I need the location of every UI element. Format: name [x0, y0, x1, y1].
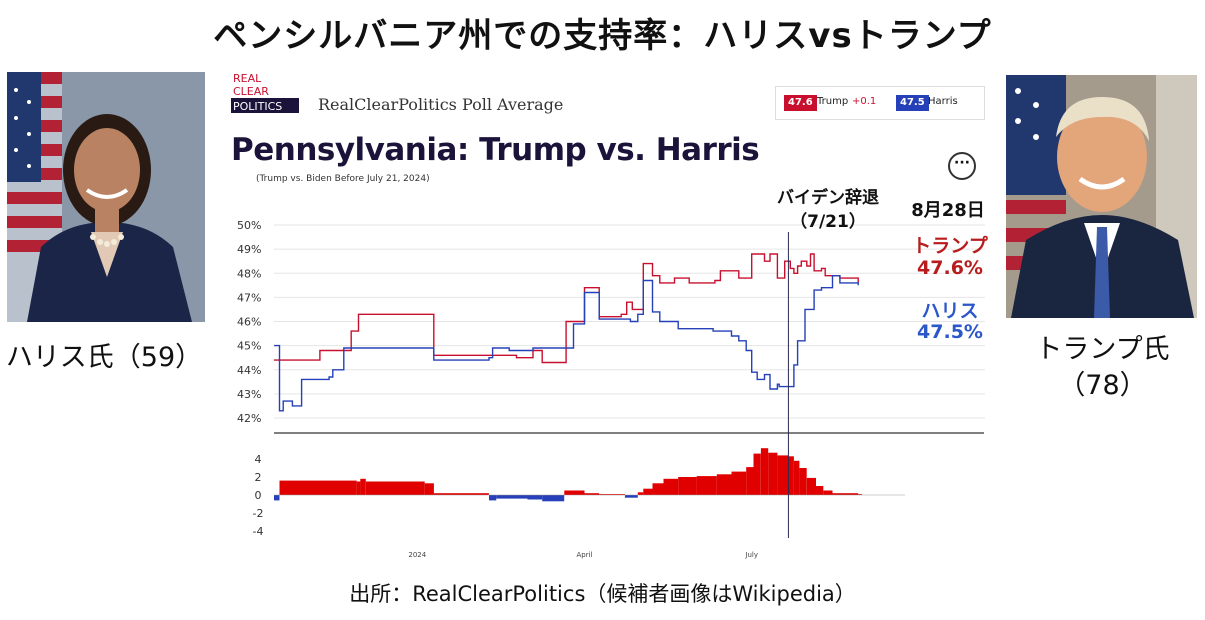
chart-lines	[274, 253, 859, 412]
spread-bar	[806, 477, 816, 495]
spread-bar	[753, 453, 761, 495]
spread-bar	[793, 460, 800, 495]
source-note: 出所：RealClearPolitics（候補者画像はWikipedia）	[349, 582, 856, 606]
spread-bar	[274, 495, 280, 501]
annotation-biden-text: バイデン辞退	[777, 188, 879, 208]
spread-bar	[624, 495, 638, 498]
spread-tick-2: 2	[255, 471, 262, 484]
spread-bar	[542, 495, 565, 502]
legend-trump-change: +0.1	[852, 96, 877, 107]
spread-bar	[643, 488, 653, 495]
annotation-biden-date: （7/21）	[790, 212, 866, 232]
y-tick-45: 45%	[237, 340, 261, 353]
spread-bar	[599, 494, 625, 495]
rcp-logo-text-1: REAL	[233, 72, 262, 85]
spread-bar	[637, 492, 644, 495]
spread-bar	[760, 448, 769, 495]
spread-bar	[746, 467, 754, 495]
spread-bar	[678, 477, 697, 495]
spread-bar	[356, 481, 361, 495]
y-tick-47: 47%	[237, 291, 261, 304]
x-tick-2024: 2024	[408, 551, 426, 559]
x-axis-ticks: 2024 April July	[408, 551, 758, 559]
annotation-biden-withdrawal: バイデン辞退 （7/21）	[758, 186, 898, 234]
rcp-header: RealClearPolitics Poll Average	[318, 95, 564, 114]
chart-subtitle: (Trump vs. Biden Before July 21, 2024)	[256, 174, 430, 184]
spread-bar	[777, 455, 789, 495]
trump-photo	[1006, 75, 1197, 318]
x-tick-april: April	[576, 551, 592, 559]
spread-bar	[816, 486, 824, 495]
harris-photo	[7, 72, 205, 322]
x-tick-july: July	[744, 551, 758, 559]
spread-bar	[858, 494, 862, 495]
annotation-harris-value: 47.5%	[917, 321, 983, 343]
spread-bar	[832, 493, 859, 495]
rcp-logo-text-3: POLITICS	[233, 100, 282, 113]
spread-bar	[365, 481, 425, 495]
trump-caption-age: （78）	[1058, 370, 1147, 401]
trump-caption-name: トランプ氏	[1035, 334, 1170, 365]
spread-tick-4: 4	[255, 453, 262, 466]
chart-legend: 47.6 Trump +0.1 47.5 Harris	[775, 86, 985, 120]
rcp-logo: REAL CLEAR POLITICS	[231, 71, 299, 114]
spread-bar	[652, 483, 664, 495]
spread-bar	[799, 468, 807, 495]
y-axis-ticks: 50% 49% 48% 47% 46% 45% 44% 43% 42%	[237, 219, 261, 425]
legend-trump-value: 47.6	[784, 95, 817, 111]
spread-bar	[360, 478, 366, 495]
y-tick-46: 46%	[237, 316, 261, 329]
spread-bar	[788, 456, 794, 495]
y-tick-43: 43%	[237, 388, 261, 401]
spread-bar	[716, 474, 732, 495]
y-tick-49: 49%	[237, 243, 261, 256]
y-tick-48: 48%	[237, 267, 261, 280]
spread-tick-0: 0	[255, 489, 262, 502]
annotation-trump-value: 47.6%	[917, 257, 983, 279]
y-tick-44: 44%	[237, 364, 261, 377]
spread-bar	[489, 495, 497, 501]
annotation-date: 8月28日	[911, 200, 985, 221]
chart-grid	[274, 224, 985, 434]
spread-bar	[731, 471, 747, 495]
y-tick-42: 42%	[237, 412, 261, 425]
series-line-harris	[274, 275, 859, 412]
legend-trump-label: Trump	[817, 96, 849, 107]
spread-bar	[564, 490, 585, 495]
spread-bar	[663, 478, 679, 495]
spread-bar	[527, 495, 543, 500]
legend-harris-value: 47.5	[896, 95, 929, 111]
harris-caption: ハリス氏（59）	[5, 342, 203, 373]
spread-bar	[496, 495, 528, 499]
spread-bar	[823, 490, 833, 495]
spread-bar	[424, 483, 434, 495]
more-options-button[interactable]: ···	[948, 152, 976, 180]
spread-bar	[433, 493, 489, 495]
spread-tick--4: -4	[253, 525, 264, 538]
rcp-logo-text-2: CLEAR	[233, 85, 269, 98]
spread-tick--2: -2	[253, 507, 264, 520]
chart-title: Pennsylvania: Trump vs. Harris	[231, 132, 760, 168]
legend-harris-label: Harris	[928, 96, 958, 107]
y-tick-50: 50%	[237, 219, 261, 232]
spread-bar	[279, 480, 357, 495]
spread-bar	[584, 493, 600, 495]
spread-bars: 4 2 0 -2 -4	[253, 448, 905, 538]
spread-bar	[768, 452, 778, 495]
series-line-trump	[274, 253, 859, 364]
annotation-trump-name: トランプ	[912, 235, 988, 257]
trump-caption: トランプ氏 （78）	[1000, 332, 1205, 404]
spread-bar	[696, 476, 717, 495]
page-title: ペンシルバニア州での支持率：ハリスvsトランプ	[213, 16, 992, 56]
annotation-harris-name: ハリス	[921, 300, 979, 322]
